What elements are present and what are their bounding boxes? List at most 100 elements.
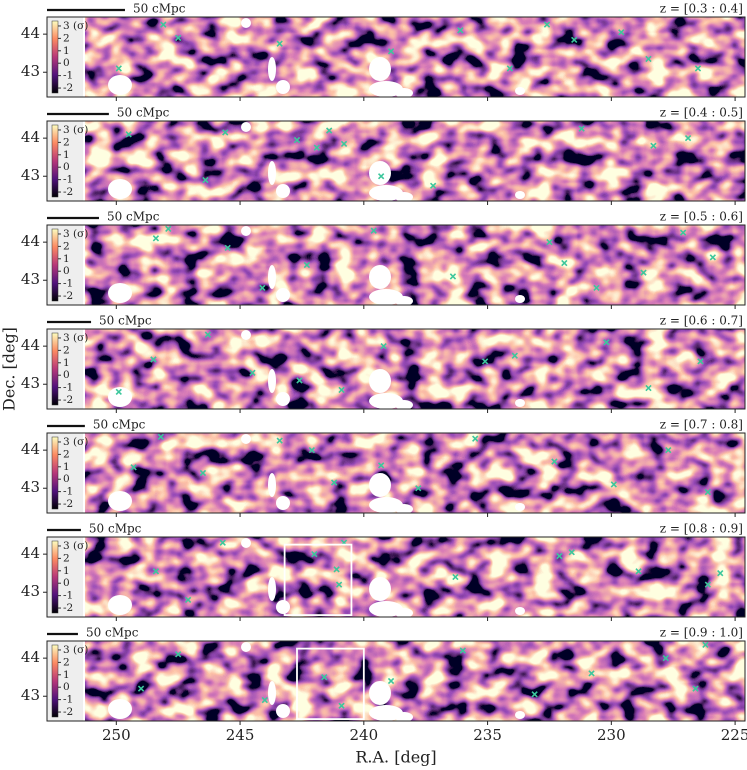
galaxy-marker xyxy=(457,27,464,34)
mask-region xyxy=(395,712,413,721)
panel-frame xyxy=(46,640,746,722)
mask-region xyxy=(369,81,403,97)
mask-region xyxy=(369,681,391,705)
colorbar-tick-label: 2 xyxy=(63,240,70,252)
x-tick-label: 225 xyxy=(721,726,747,744)
mask-region xyxy=(369,161,391,185)
galaxy-marker xyxy=(603,339,610,346)
colorbar-tick-label: -2 xyxy=(63,186,73,198)
panel xyxy=(47,641,745,721)
galaxy-marker xyxy=(202,176,209,184)
mask-region xyxy=(276,184,290,198)
galaxy-marker xyxy=(556,552,563,560)
galaxy-marker xyxy=(543,21,551,28)
mask-region xyxy=(108,387,132,407)
y-tick-label: 44 xyxy=(21,440,40,458)
density-map xyxy=(85,433,745,513)
colorbar-tick-label: -1 xyxy=(63,486,73,498)
x-tick-label: 230 xyxy=(597,726,626,744)
galaxy-marker xyxy=(561,259,568,267)
galaxy-marker xyxy=(308,446,316,454)
colorbar xyxy=(51,124,59,198)
mask-region xyxy=(395,88,413,97)
colorbar-tick-label: -2 xyxy=(63,706,73,718)
colorbar-tick-label: -1 xyxy=(63,174,73,186)
panel-title: z = [0.4 : 0.5] xyxy=(660,106,743,120)
galaxy-marker xyxy=(429,182,437,189)
galaxy-marker xyxy=(259,284,266,292)
x-tick-label: 235 xyxy=(473,726,502,744)
mask-region xyxy=(369,601,403,617)
galaxy-marker xyxy=(199,469,207,477)
galaxy-marker xyxy=(692,685,699,692)
galaxy-marker xyxy=(311,550,318,558)
colorbar-tick-label: 0 xyxy=(63,57,70,69)
panel-title: z = [0.5 : 0.6] xyxy=(660,210,743,224)
mask-region xyxy=(515,191,525,199)
colorbar xyxy=(51,644,59,718)
colorbar-tick-label: 0 xyxy=(63,473,70,485)
galaxy-marker xyxy=(551,458,558,465)
y-tick-label: 44 xyxy=(21,648,40,666)
scale-bar-label: 50 cMpc xyxy=(133,2,186,16)
panel-title: z = [0.3 : 0.4] xyxy=(660,2,743,16)
mask-region xyxy=(515,607,525,615)
mask-region xyxy=(108,75,132,95)
y-tick-label: 44 xyxy=(21,24,40,42)
galaxy-marker xyxy=(157,433,165,440)
density-map xyxy=(85,537,745,617)
x-tick-label: 250 xyxy=(102,726,131,744)
mask-region xyxy=(369,497,403,513)
mask-region xyxy=(268,265,276,289)
galaxy-marker xyxy=(618,29,625,36)
y-tick-label: 43 xyxy=(21,270,40,288)
mask-region xyxy=(276,288,290,302)
galaxy-marker xyxy=(152,235,160,242)
galaxy-marker xyxy=(303,261,311,269)
colorbar-tick-label: 1 xyxy=(63,669,70,681)
mask-region xyxy=(276,704,290,718)
y-tick-label: 43 xyxy=(21,374,40,392)
mask-region xyxy=(241,330,251,340)
galaxy-marker xyxy=(645,384,652,392)
galaxy-marker xyxy=(665,446,672,454)
colorbar-tick-label: -1 xyxy=(63,590,73,602)
mask-region xyxy=(241,122,251,132)
colorbar-tick-label: 1 xyxy=(63,253,70,265)
mask-region xyxy=(515,711,525,719)
galaxy-marker xyxy=(702,641,709,648)
panel xyxy=(47,433,745,513)
colorbar xyxy=(51,332,59,406)
panel-frame xyxy=(46,224,746,306)
galaxy-marker xyxy=(481,358,489,365)
panel-title: z = [0.9 : 1.0] xyxy=(660,626,743,640)
y-tick-label: 43 xyxy=(21,62,40,80)
colorbar-tick-label: -1 xyxy=(63,694,73,706)
colorbar-tick-label: 2 xyxy=(63,656,70,668)
y-tick-label: 43 xyxy=(21,166,40,184)
mask-region xyxy=(369,577,391,601)
galaxy-marker xyxy=(377,462,385,469)
galaxy-marker xyxy=(578,125,585,132)
panel xyxy=(47,225,745,305)
mask-region xyxy=(395,296,413,305)
colorbar-tick-label: -1 xyxy=(63,278,73,290)
galaxy-marker xyxy=(511,352,518,359)
galaxy-marker xyxy=(175,34,182,42)
galaxy-marker xyxy=(645,55,652,63)
galaxy-marker xyxy=(115,388,122,396)
colorbar-tick-label: 3 (σ) xyxy=(63,332,88,344)
colorbar xyxy=(51,20,59,94)
mask-region xyxy=(241,434,251,444)
colorbar-tick-label: 3 (σ) xyxy=(63,124,88,136)
colorbar-tick-label: 3 (σ) xyxy=(63,228,88,240)
colorbar-tick-label: -1 xyxy=(63,70,73,82)
panel-title: z = [0.6 : 0.7] xyxy=(660,314,743,328)
mask-region xyxy=(108,699,132,719)
colorbar-tick-label: 1 xyxy=(63,461,70,473)
galaxy-marker xyxy=(387,677,395,685)
panel-frame xyxy=(46,120,746,202)
x-axis-label: R.A. [deg] xyxy=(355,748,436,767)
y-tick-label: 44 xyxy=(21,544,40,562)
galaxy-marker xyxy=(387,48,395,55)
